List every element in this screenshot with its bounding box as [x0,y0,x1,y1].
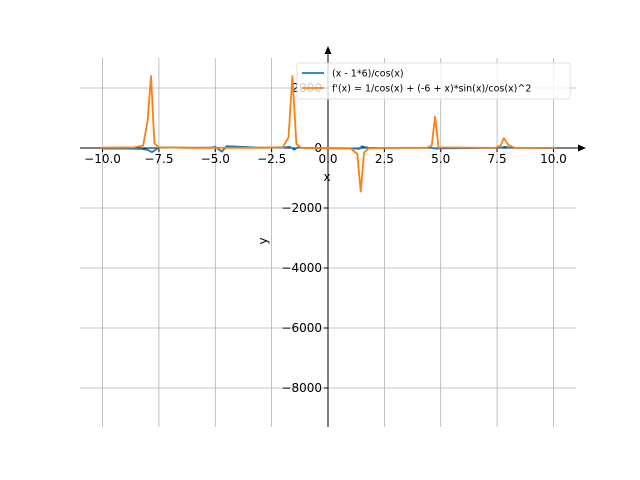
y-axis-label: y [256,237,270,244]
series [101,75,555,193]
ticks: −10.0−7.5−5.0−2.50.02.55.07.510.020000−2… [84,81,567,395]
y-tick-label: −4000 [281,261,322,275]
y-tick-label: −2000 [281,201,322,215]
x-tick-label: −2.5 [257,152,286,166]
y-tick-label: −8000 [281,381,322,395]
x-axis-arrow-icon [578,144,586,152]
x-tick-label: 7.5 [488,152,507,166]
legend-entry-2: f'(x) = 1/cos(x) + (-6 + x)*sin(x)/cos(x… [332,84,531,95]
y-tick-label: −6000 [281,321,322,335]
x-tick-label: −7.5 [144,152,173,166]
x-tick-label: −5.0 [201,152,230,166]
legend: (x - 1*6)/cos(x) f'(x) = 1/cos(x) + (-6 +… [296,62,571,100]
x-tick-label: 5.0 [431,152,450,166]
x-tick-label: 2.5 [375,152,394,166]
axes [80,46,586,427]
legend-entry-1: (x - 1*6)/cos(x) [332,69,404,80]
series-line-2 [101,75,555,193]
x-tick-label: 10.0 [540,152,567,166]
x-tick-label: −10.0 [84,152,121,166]
legend-box [296,62,571,100]
x-axis-label: x [323,170,330,184]
x-tick-label: 0.0 [318,152,337,166]
axis-labels: x y [256,170,331,245]
y-axis-arrow-icon [324,46,332,54]
